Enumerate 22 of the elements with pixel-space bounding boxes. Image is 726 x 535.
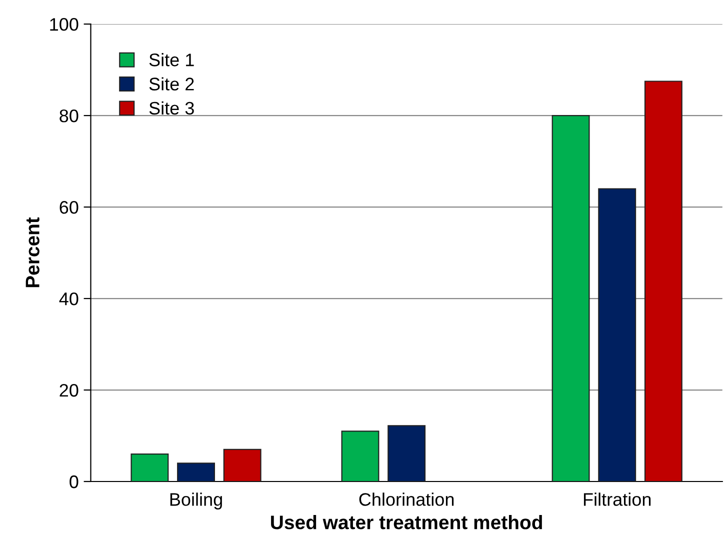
y-tick-label: 0 bbox=[70, 475, 78, 488]
y-tick-label: 80 bbox=[60, 109, 78, 122]
y-tick-label: 100 bbox=[50, 18, 78, 31]
bar bbox=[552, 115, 590, 482]
bar bbox=[223, 448, 262, 482]
legend-label: Site 1 bbox=[149, 53, 194, 66]
bar bbox=[130, 454, 169, 482]
y-axis-title: Percent bbox=[26, 217, 40, 288]
x-tick-label: Boiling bbox=[170, 492, 222, 510]
y-tick-label: 40 bbox=[59, 292, 78, 306]
x-tick-label: Chlorination bbox=[359, 492, 454, 506]
legend-label: Site 3 bbox=[149, 101, 194, 115]
bar bbox=[177, 462, 215, 482]
x-axis-title: Used water treatment method bbox=[271, 515, 542, 530]
y-tick-label: 60 bbox=[60, 200, 78, 214]
bar bbox=[644, 80, 682, 482]
bar bbox=[388, 425, 426, 482]
legend-label: Site 2 bbox=[149, 77, 194, 90]
y-tick-label: 20 bbox=[60, 384, 78, 397]
bar bbox=[598, 188, 636, 482]
x-tick-label: Filtration bbox=[584, 492, 651, 506]
bar bbox=[341, 430, 380, 482]
